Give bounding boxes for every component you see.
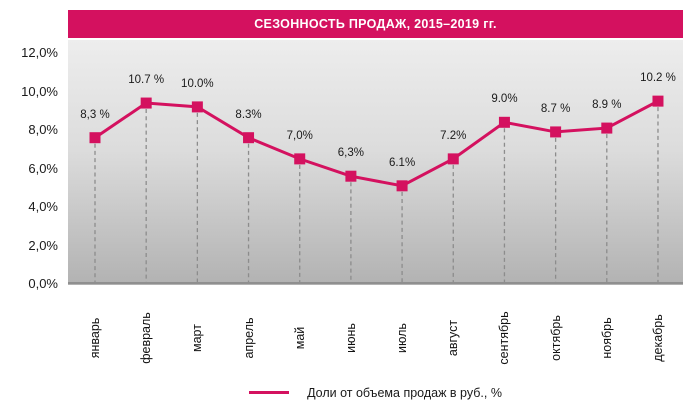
x-axis-month-label: апрель (241, 317, 256, 359)
data-point-marker (447, 153, 459, 165)
data-point-value-label: 8.7 % (540, 102, 571, 115)
data-point-marker (89, 132, 101, 144)
x-axis-month-label: март (190, 324, 205, 352)
y-axis-tick-label: 8,0% (28, 122, 58, 137)
data-point-value-label: 10.7 % (128, 74, 165, 87)
legend-label: Доли от объема продаж в руб., % (307, 385, 502, 400)
x-axis-month-label: февраль (139, 312, 154, 364)
y-axis-tick-label: 10,0% (21, 83, 58, 99)
data-point-value-label: 10.0% (181, 77, 214, 90)
data-point-value-label: 7.2% (440, 129, 467, 142)
data-point-value-label: 9.0% (491, 93, 518, 106)
data-point-marker (294, 153, 306, 165)
legend-line-swatch (249, 391, 290, 394)
y-axis-tick-label: 12,0% (21, 45, 58, 60)
y-axis-tick-label: 2,0% (28, 237, 58, 253)
data-point-marker (550, 126, 562, 138)
y-axis-tick-label: 4,0% (28, 199, 58, 214)
y-axis-tick-label: 6,0% (28, 160, 58, 176)
x-axis-month-label: январь (88, 317, 102, 359)
data-point-value-label: 8,3 % (80, 108, 110, 121)
data-point-marker (140, 97, 152, 109)
data-point-value-label: 6,3% (337, 147, 364, 160)
data-point-marker (601, 122, 613, 134)
data-point-value-label: 10.2 % (640, 72, 676, 85)
series-line (94, 99, 659, 188)
chart-title-bar: СЕЗОННОСТЬ ПРОДАЖ, 2015–2019 гг. (68, 10, 683, 38)
data-point-value-label: 8.9 % (592, 99, 622, 112)
data-point-marker (498, 116, 510, 128)
data-point-marker (345, 170, 357, 182)
data-point-value-label: 8.3% (235, 108, 262, 121)
data-point-marker (396, 180, 408, 192)
chart-title: СЕЗОННОСТЬ ПРОДАЖ, 2015–2019 гг. (254, 17, 497, 31)
x-axis-month-label: июнь (343, 323, 358, 353)
x-axis-month-label: сентябрь (497, 311, 512, 365)
x-axis-month-label: июль (395, 323, 410, 353)
x-axis-month-label: август (446, 319, 461, 357)
legend: Доли от объема продаж в руб., % (68, 384, 683, 401)
x-axis-month-label: ноябрь (599, 317, 614, 359)
y-axis-tick-label: 0,0% (28, 276, 58, 291)
data-point-value-label: 7,0% (286, 129, 313, 142)
x-axis-month-label: май (292, 326, 307, 350)
line-chart-canvas (68, 95, 683, 284)
data-point-value-label: 6.1% (388, 156, 416, 169)
data-point-marker (191, 101, 203, 113)
data-point-marker (652, 95, 664, 107)
data-point-marker (243, 132, 255, 144)
x-axis-month-label: декабрь (650, 314, 665, 362)
x-axis-month-label: октябрь (548, 315, 563, 361)
plot-area (68, 40, 683, 285)
